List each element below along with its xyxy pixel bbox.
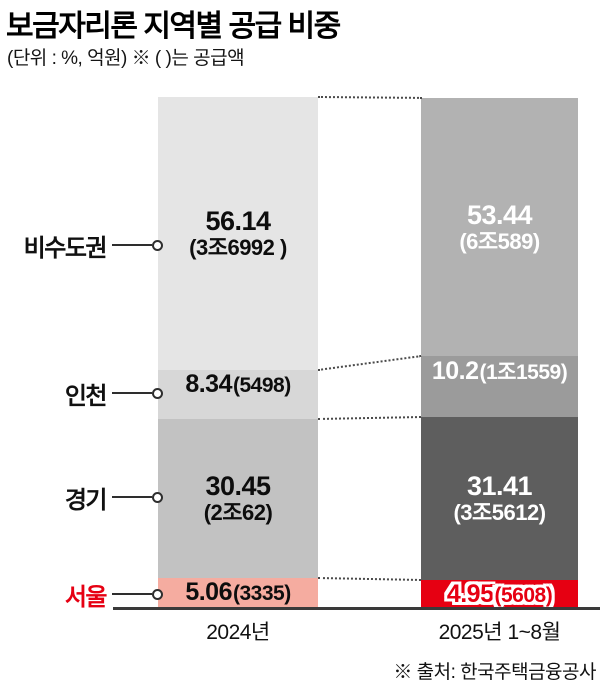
page-title: 보금자리론 지역별 공급 비중 xyxy=(6,10,341,43)
segment-amount: (5498) xyxy=(232,374,291,397)
bar-2024: 56.14 (3조6992 ) 8.34 (5498) 30.45 (2조62)… xyxy=(158,97,318,608)
segment-percent: 56.14 xyxy=(205,206,271,237)
segment-gyeonggi-2024: 30.45 (2조62) xyxy=(158,419,318,578)
segment-percent: 10.2 xyxy=(431,357,479,385)
region-label-text: 경기 xyxy=(64,486,108,514)
region-label-seoul: 서울 xyxy=(0,579,163,611)
segment-percent: 4.95 xyxy=(446,580,494,608)
segment-gyeonggi-2025: 31.41 (3조5612) xyxy=(421,417,578,580)
leader-line xyxy=(112,244,152,246)
axis-label-2025: 2025년 1~8월 xyxy=(438,621,561,644)
chart-unit-note: (단위 : %, 억원) ※ ( )는 공급액 xyxy=(7,48,245,69)
segment-percent: 30.45 xyxy=(205,471,271,502)
segment-percent: 53.44 xyxy=(466,199,533,230)
region-label-text: 서울 xyxy=(64,583,108,611)
axis-label-2024: 2024년 xyxy=(206,621,270,644)
region-label-text: 비수도권 xyxy=(23,234,108,262)
segment-nonmetro-2025: 53.44 (6조589) xyxy=(421,98,578,356)
connector-dotted-incheon-gyeonggi xyxy=(318,416,422,420)
segment-amount: (6조589) xyxy=(459,228,540,254)
leader-circle-icon xyxy=(152,387,163,399)
leader-circle-icon xyxy=(152,239,163,251)
leader-circle-icon xyxy=(152,588,163,600)
segment-nonmetro-2024: 56.14 (3조6992 ) xyxy=(158,97,318,370)
segment-percent: 8.34 xyxy=(185,370,232,398)
leader-line xyxy=(112,593,152,595)
segment-percent: 31.41 xyxy=(466,471,533,502)
leader-line xyxy=(112,496,152,498)
segment-amount: (2조62) xyxy=(203,500,273,526)
region-label-incheon: 인천 xyxy=(0,378,163,410)
segment-amount: (3335) xyxy=(232,582,291,605)
segment-seoul-2025: 4.95 (5608) xyxy=(421,580,578,608)
segment-incheon-2024: 8.34 (5498) xyxy=(158,370,318,419)
region-label-nonmetro: 비수도권 xyxy=(0,230,163,262)
segment-seoul-2024: 5.06 (3335) xyxy=(158,578,318,608)
segment-percent: 5.06 xyxy=(185,578,232,606)
connector-dotted-gyeonggi-seoul xyxy=(317,577,421,581)
leader-line xyxy=(112,392,152,394)
region-label-text: 인천 xyxy=(64,382,108,410)
source-note: ※ 출처: 한국주택금융공사 xyxy=(393,662,596,683)
segment-amount: (5608) xyxy=(494,584,553,607)
segment-incheon-2025: 10.2 (1조1559) xyxy=(421,356,578,417)
connector-dotted-top xyxy=(317,96,422,99)
x-axis-line xyxy=(113,607,600,610)
segment-amount: (1조1559) xyxy=(479,361,568,384)
leader-circle-icon xyxy=(152,491,163,503)
bar-2025: 53.44 (6조589) 10.2 (1조1559) 31.41 (3조561… xyxy=(421,98,578,608)
region-label-gyeonggi: 경기 xyxy=(0,482,163,514)
segment-amount: (3조6992 ) xyxy=(189,235,287,261)
segment-amount: (3조5612) xyxy=(453,500,546,526)
connector-dotted-nonmetro-incheon xyxy=(318,355,422,371)
